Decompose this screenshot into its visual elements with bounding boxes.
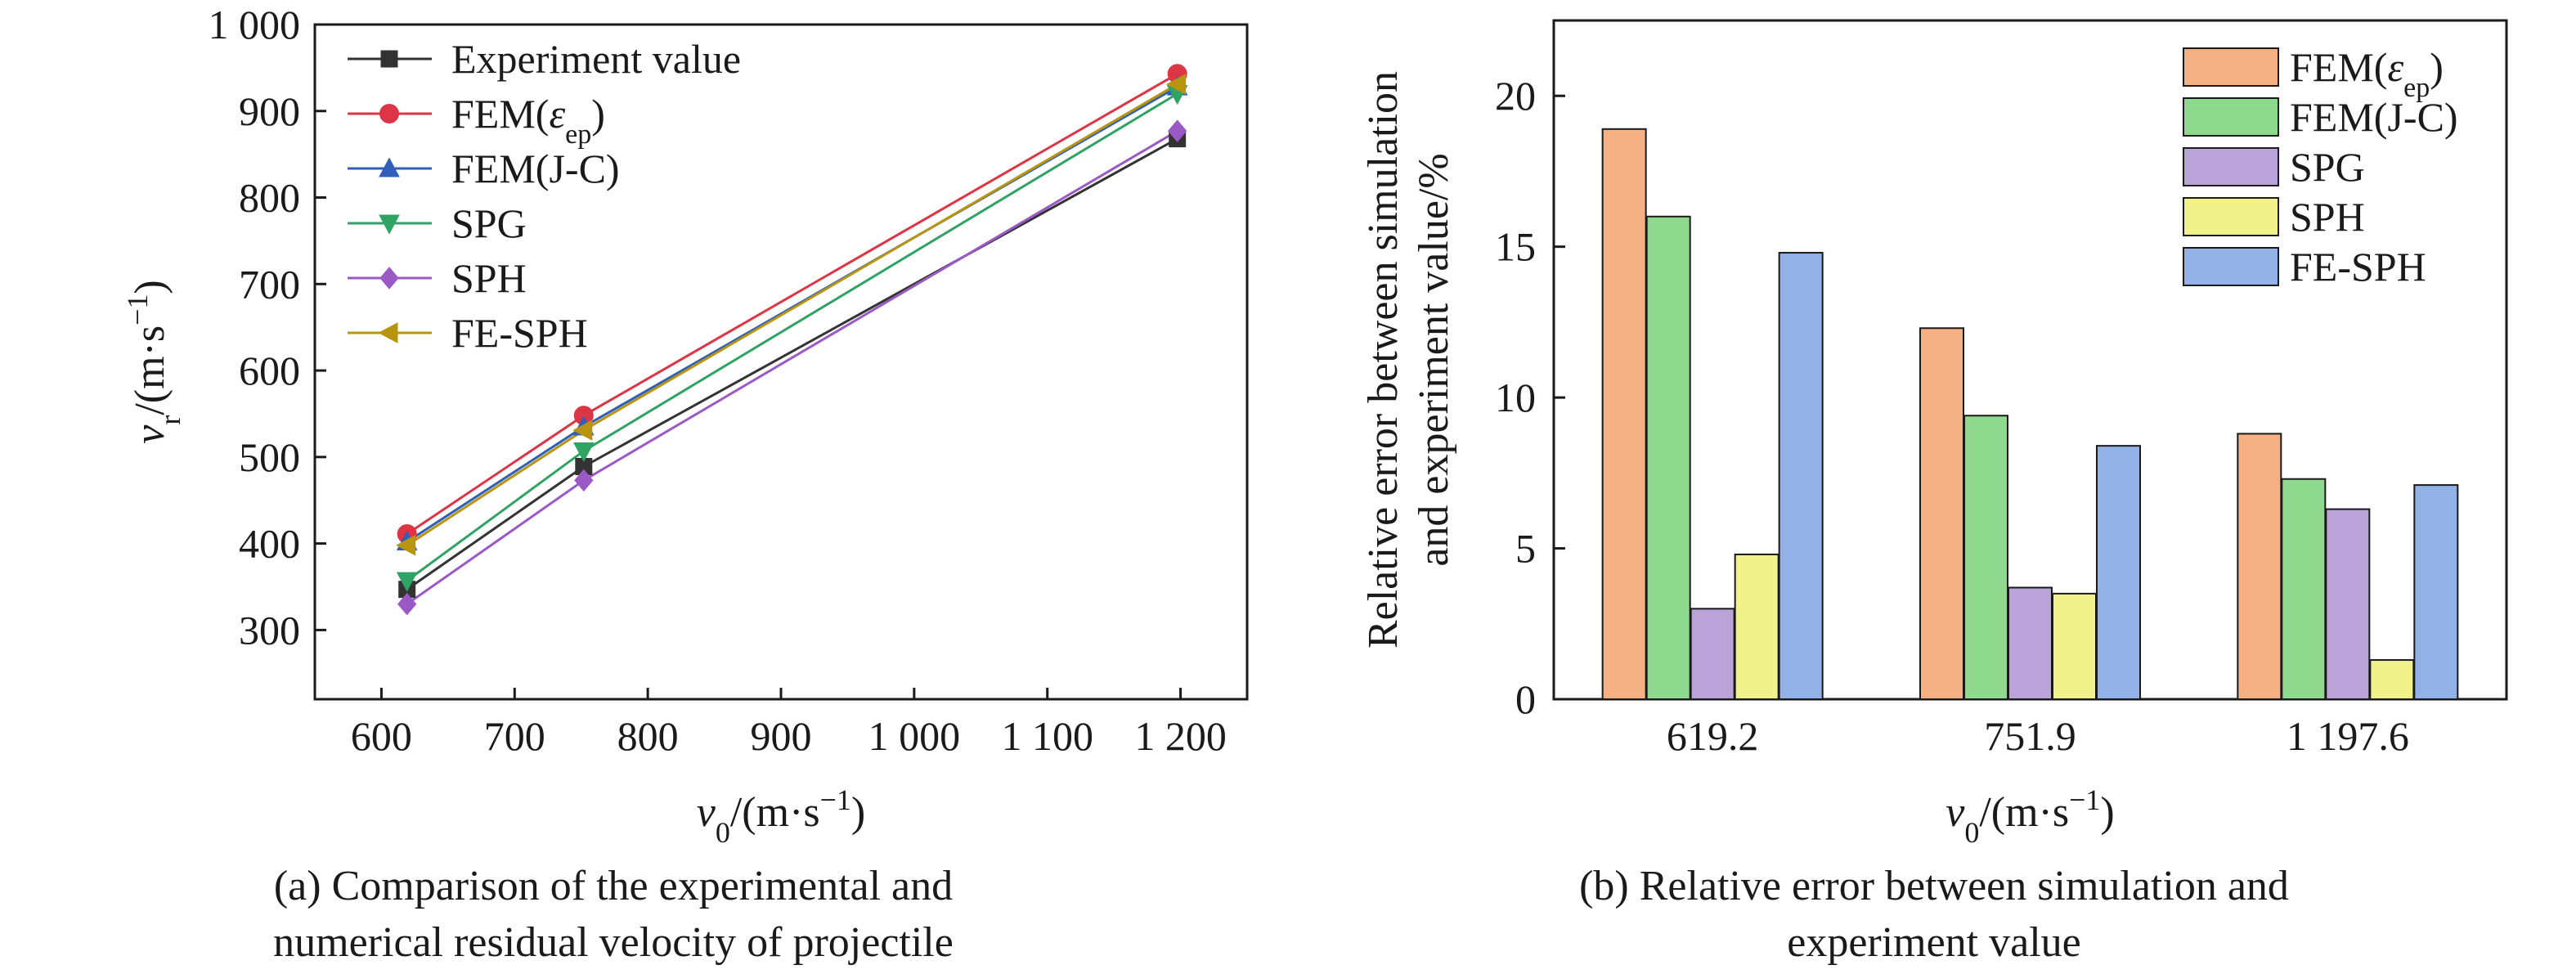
bar-2-3 — [2369, 659, 2415, 700]
category-label: 619.2 — [1667, 713, 1759, 759]
bar-0-1 — [1645, 215, 1691, 700]
x-axis-label-b: v0/(m·s−1) — [1945, 783, 2115, 849]
y-tick-label-a: 700 — [239, 261, 300, 307]
x-tick-label-a: 1 000 — [868, 713, 961, 759]
x-tick-label-a: 800 — [617, 713, 679, 759]
legend-marker-a — [379, 214, 400, 235]
y-tick-label-a: 1 000 — [209, 2, 301, 47]
bar-1-1 — [1963, 415, 2008, 700]
legend-label-b: SPG — [2290, 144, 2365, 190]
y-tick-label-a: 600 — [239, 348, 300, 393]
bar-2-1 — [2281, 478, 2327, 700]
caption-a: (a) Comparison of the experimental and n… — [273, 863, 954, 966]
chart-a: 600 700 800 900 1 000 1 100 1 200 300 400 500 600 7… — [121, 2, 1249, 849]
bar-1-2 — [2008, 586, 2053, 700]
y-tick-label-b: 0 — [1515, 676, 1536, 722]
bar-2-0 — [2237, 433, 2282, 701]
legend-label-b: FEM(εep) — [2290, 44, 2444, 103]
data-point-3-0 — [396, 572, 418, 592]
bar-0-2 — [1690, 608, 1735, 700]
legend-label-b: FEM(J-C) — [2290, 94, 2458, 140]
bar-1-4 — [2096, 445, 2141, 701]
data-point-5-2 — [1166, 74, 1187, 95]
data-point-4-2 — [1168, 119, 1187, 142]
data-point-5-1 — [572, 420, 593, 441]
legend-label-a: FEM(εep) — [451, 91, 605, 150]
bar-1-3 — [2052, 592, 2097, 701]
legend-label-a: FEM(J-C) — [451, 146, 620, 191]
legend-label-a: FE-SPH — [451, 310, 588, 356]
legend-marker-a — [379, 104, 399, 123]
legend-label-b: FE-SPH — [2290, 244, 2426, 290]
y-tick-label-a: 300 — [239, 607, 300, 653]
data-point-5-0 — [396, 534, 416, 556]
legend-swatch-b — [2183, 97, 2279, 137]
y-tick-label-a: 500 — [239, 434, 300, 480]
y-axis-label-b: and experiment value/% — [1411, 153, 1457, 566]
data-point-4-0 — [397, 592, 417, 616]
legend-marker-a — [379, 267, 399, 290]
bar-0-4 — [1778, 252, 1824, 700]
y-tick-label-b: 5 — [1515, 526, 1536, 572]
x-axis-label-a: v0/(m·s−1) — [697, 783, 866, 849]
legend-marker-a — [380, 50, 398, 68]
legend-swatch-b — [2183, 47, 2279, 87]
legend-swatch-b — [2183, 247, 2279, 286]
data-point-4-1 — [574, 469, 594, 492]
bar-0-0 — [1601, 128, 1647, 701]
bar-1-0 — [1919, 327, 1964, 700]
bar-2-4 — [2413, 484, 2459, 700]
category-label: 1 197.6 — [2287, 713, 2409, 759]
legend-swatch-b — [2183, 147, 2279, 186]
x-tick-label-a: 1 200 — [1134, 713, 1227, 759]
legend-label-a: SPH — [451, 255, 527, 301]
legend-label-a: Experiment value — [451, 36, 741, 82]
y-tick-label-b: 15 — [1495, 224, 1536, 270]
legend-marker-a — [379, 157, 400, 177]
legend-label-b: SPH — [2290, 194, 2365, 240]
y-tick-label-b: 10 — [1495, 375, 1536, 420]
caption-b: (b) Relative error between simulation an… — [1579, 863, 2289, 966]
y-tick-label-b: 20 — [1495, 73, 1536, 119]
bar-0-3 — [1734, 553, 1779, 701]
legend-swatch-b — [2183, 197, 2279, 236]
data-point-3-1 — [572, 442, 595, 463]
y-axis-label-b: Relative error between simulation — [1360, 71, 1407, 649]
y-tick-label-a: 900 — [239, 88, 300, 134]
x-tick-label-a: 1 100 — [1001, 713, 1093, 759]
x-tick-label-a: 700 — [484, 713, 545, 759]
x-tick-label-a: 600 — [351, 713, 412, 759]
y-tick-label-a: 400 — [239, 521, 300, 567]
chart-b: 0 5 10 15 20 619.2 751.9 1 197.6 v0/(m·s−1) Relat… — [1360, 19, 2508, 849]
legend-label-a: SPG — [451, 200, 527, 246]
bar-2-2 — [2325, 508, 2371, 700]
legend-marker-a — [378, 322, 398, 343]
x-tick-label-a: 900 — [751, 713, 812, 759]
y-tick-label-a: 800 — [239, 175, 300, 221]
series-line-1 — [406, 72, 1178, 536]
y-axis-label-a: vr/(m·s−1) — [121, 280, 186, 444]
category-label: 751.9 — [1984, 713, 2076, 759]
